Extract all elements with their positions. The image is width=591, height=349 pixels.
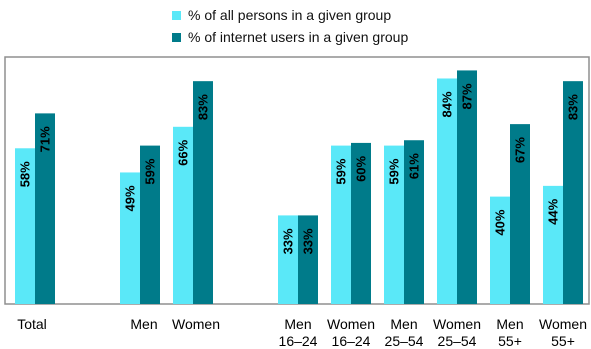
x-tick-label-men-16-24-line1: Men [284, 316, 311, 332]
data-label-men-55plus-internet-users: 67% [513, 137, 528, 163]
bar-total-all-persons [15, 148, 35, 304]
x-tick-label-total-line1: Total [17, 316, 47, 332]
data-label-men-25-54-all-persons: 59% [387, 158, 402, 184]
bar-men-25-54-internet-users [404, 140, 424, 304]
x-tick-label-men-16-24-line2: 16–24 [279, 333, 318, 349]
bar-women-internet-users [193, 81, 213, 304]
chart-legend: % of all persons in a given group % of i… [172, 4, 408, 48]
bar-women-25-54-all-persons [437, 78, 457, 304]
data-label-women-16-24-all-persons: 59% [334, 158, 349, 184]
legend-swatch-all-persons [172, 10, 181, 20]
x-tick-label-women-line1: Women [172, 316, 220, 332]
bar-men-25-54-all-persons [384, 145, 404, 304]
x-tick-label-women-55plus-line1: Women [539, 316, 587, 332]
legend-swatch-internet-users [172, 32, 181, 42]
data-label-men-internet-users: 59% [143, 158, 158, 184]
data-label-total-internet-users: 71% [38, 126, 53, 152]
bar-total-internet-users [35, 113, 55, 304]
bar-women-55plus-all-persons [543, 185, 563, 304]
x-tick-label-women-16-24-line2: 16–24 [332, 333, 371, 349]
data-label-women-25-54-all-persons: 84% [440, 91, 455, 117]
bar-men-55plus-all-persons [490, 196, 510, 304]
data-label-women-16-24-internet-users: 60% [354, 155, 369, 181]
x-tick-label-men-25-54-line2: 25–54 [385, 333, 424, 349]
bar-men-all-persons [120, 172, 140, 304]
data-label-men-55plus-all-persons: 40% [493, 209, 508, 235]
bar-women-25-54-internet-users [457, 70, 477, 304]
bar-women-all-persons [173, 126, 193, 304]
data-label-women-internet-users: 83% [196, 94, 211, 120]
data-label-women-all-persons: 66% [176, 139, 191, 165]
legend-item-internet-users: % of internet users in a given group [172, 26, 408, 48]
data-label-women-25-54-internet-users: 87% [460, 83, 475, 109]
data-label-men-16-24-all-persons: 33% [281, 228, 296, 254]
data-label-men-16-24-internet-users: 33% [301, 228, 316, 254]
x-tick-label-women-55plus-line2: 55+ [551, 333, 575, 349]
legend-item-all-persons: % of all persons in a given group [172, 4, 408, 26]
data-label-men-all-persons: 49% [123, 185, 138, 211]
bar-women-16-24-internet-users [351, 142, 371, 304]
x-tick-label-women-16-24-line1: Women [327, 316, 375, 332]
x-tick-label-men-line1: Men [130, 316, 157, 332]
x-tick-label-women-25-54-line2: 25–54 [438, 333, 477, 349]
bar-men-16-24-all-persons [278, 215, 298, 304]
bar-women-16-24-all-persons [331, 145, 351, 304]
x-tick-label-men-55plus-line1: Men [496, 316, 523, 332]
x-tick-label-women-25-54-line1: Women [433, 316, 481, 332]
data-label-men-25-54-internet-users: 61% [407, 153, 422, 179]
bar-men-internet-users [140, 145, 160, 304]
data-label-total-all-persons: 58% [18, 161, 33, 187]
data-label-women-55plus-all-persons: 44% [546, 198, 561, 224]
bar-women-55plus-internet-users [563, 81, 583, 304]
bar-men-55plus-internet-users [510, 124, 530, 304]
x-tick-label-men-55plus-line2: 55+ [498, 333, 522, 349]
legend-label-internet-users: % of internet users in a given group [188, 29, 409, 45]
x-tick-label-men-25-54-line1: Men [390, 316, 417, 332]
data-label-women-55plus-internet-users: 83% [566, 94, 581, 120]
legend-label-all-persons: % of all persons in a given group [188, 7, 392, 23]
bar-men-16-24-internet-users [298, 215, 318, 304]
